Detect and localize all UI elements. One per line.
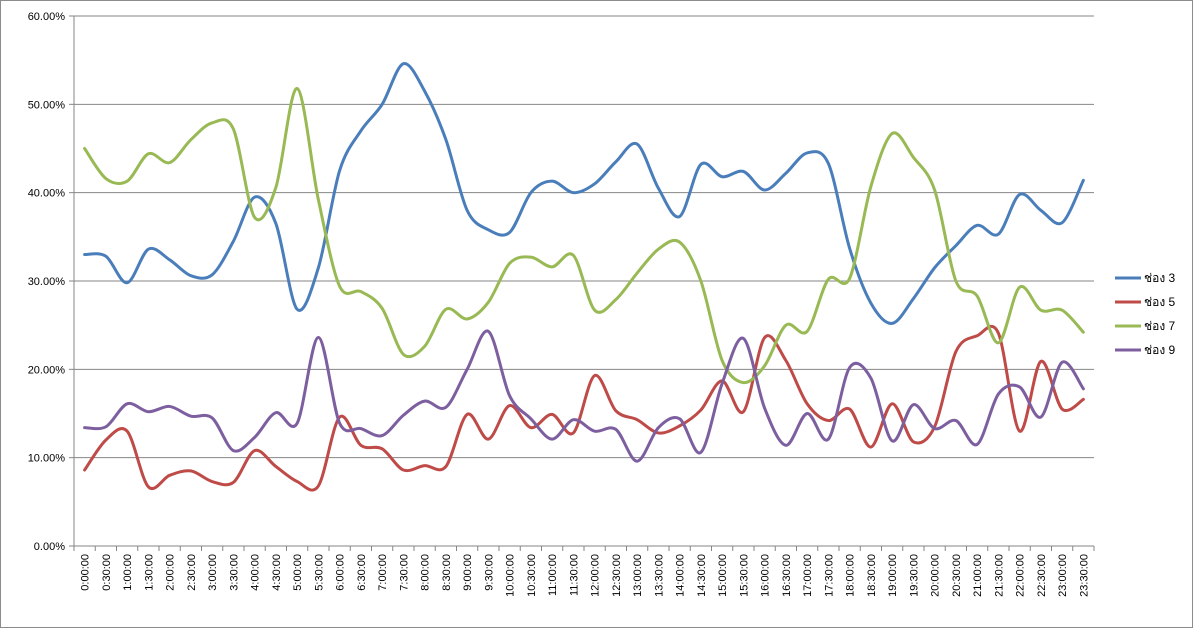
x-tick-label: 1:00:00 [122, 554, 134, 591]
x-tick-label: 19:30:00 [908, 554, 920, 597]
x-tick-label: 12:00:00 [590, 554, 602, 597]
x-tick-label: 20:30:00 [951, 554, 963, 597]
x-tick-label: 23:00:00 [1057, 554, 1069, 597]
legend-label: ช่อง 9 [1144, 343, 1176, 357]
x-tick-label: 6:00:00 [335, 554, 347, 591]
x-tick-label: 8:30:00 [441, 554, 453, 591]
x-tick-label: 1:30:00 [143, 554, 155, 591]
x-tick-label: 13:30:00 [653, 554, 665, 597]
x-tick-label: 9:30:00 [483, 554, 495, 591]
x-tick-label: 22:30:00 [1036, 554, 1048, 597]
x-tick-label: 4:00:00 [250, 554, 262, 591]
x-tick-label: 6:30:00 [356, 554, 368, 591]
x-tick-label: 11:30:00 [568, 554, 580, 596]
x-tick-label: 19:00:00 [887, 554, 899, 597]
x-tick-label: 7:30:00 [398, 554, 410, 591]
x-tick-label: 12:30:00 [611, 554, 623, 597]
gridlines [74, 15, 1094, 459]
x-tick-label: 15:00:00 [717, 554, 729, 597]
x-tick-label: 23:30:00 [1078, 554, 1090, 597]
x-tick-label: 21:00:00 [972, 554, 984, 597]
x-tick-label: 4:30:00 [271, 554, 283, 591]
x-tick-label: 10:30:00 [526, 554, 538, 597]
series-line-3 [83, 86, 1085, 385]
x-tick-label: 13:00:00 [632, 554, 644, 597]
x-tick-label: 8:00:00 [420, 554, 432, 591]
x-tick-label: 17:00:00 [802, 554, 814, 597]
x-tick-label: 10:00:00 [505, 554, 517, 597]
x-tick-label: 3:30:00 [228, 554, 240, 591]
y-tick-label: 10.00% [28, 453, 66, 465]
x-tick-label: 14:30:00 [696, 554, 708, 597]
y-axis-ticks: 0.00% 10.00% 20.00% 30.00% 40.00% 50.00% 60.00… [28, 11, 66, 553]
y-tick-label: 50.00% [28, 99, 66, 111]
x-tick-label: 0:30:00 [101, 554, 113, 591]
y-tick-label: 40.00% [28, 188, 66, 200]
y-tick-label: 20.00% [28, 364, 66, 376]
x-tick-label: 3:00:00 [207, 554, 219, 591]
legend-label: ช่อง 5 [1144, 295, 1176, 309]
x-tick-label: 22:00:00 [1015, 554, 1027, 597]
legend-label: ช่อง 3 [1144, 271, 1176, 285]
x-tick-label: 11:00:00 [547, 554, 559, 596]
x-tick-label: 18:00:00 [845, 554, 857, 597]
x-tick-label: 16:30:00 [781, 554, 793, 597]
x-tick-label: 21:30:00 [993, 554, 1005, 597]
y-tick-label: 60.00% [28, 11, 66, 23]
x-tick-label: 18:30:00 [866, 554, 878, 597]
x-tick-label: 14:00:00 [675, 554, 687, 597]
legend-label: ช่อง 7 [1144, 319, 1176, 333]
series-line-1 [83, 62, 1085, 325]
legend: ช่อง 3 ช่อง 5 ช่อง 7 ช่อง 9 [1115, 271, 1176, 357]
y-tick-label: 30.00% [28, 276, 66, 288]
series-line-4 [83, 329, 1085, 463]
x-tick-label: 2:30:00 [186, 554, 198, 591]
series-line-2 [83, 324, 1085, 492]
x-tick-label: 20:00:00 [930, 554, 942, 597]
x-tick-label: 7:00:00 [377, 554, 389, 591]
x-axis-ticks: 0:00:00 0:30:00 1:00:00 1:30:00 2:00:00 2:30:… [80, 554, 1091, 597]
x-tick-label: 5:30:00 [313, 554, 325, 591]
x-tick-label: 9:00:00 [462, 554, 474, 591]
x-tick-label: 5:00:00 [292, 554, 304, 591]
x-tick-label: 2:00:00 [165, 554, 177, 591]
axes [69, 15, 1095, 551]
x-tick-label: 17:30:00 [823, 554, 835, 597]
x-tick-label: 0:00:00 [80, 554, 92, 591]
x-tick-label: 16:00:00 [760, 554, 772, 597]
series-lines [83, 62, 1085, 492]
x-tick-label: 15:30:00 [738, 554, 750, 597]
y-tick-label: 0.00% [34, 541, 65, 553]
